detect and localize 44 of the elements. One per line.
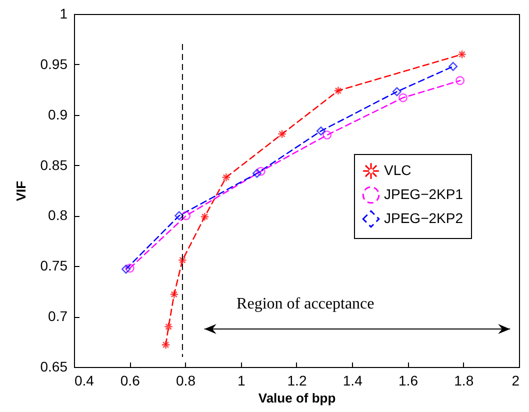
point (121, 264, 131, 274)
x-tick-label: 1.2 (287, 372, 307, 388)
y-tick-label: 0.95 (40, 56, 68, 72)
y-tick-label: 0.65 (40, 358, 68, 374)
legend-label: JPEG−2KP2 (384, 210, 464, 226)
point (316, 126, 326, 136)
point (334, 86, 343, 96)
annotation: Region of acceptance (236, 295, 374, 312)
point (398, 93, 408, 102)
x-tick-label: 2 (512, 372, 520, 388)
point (182, 211, 191, 220)
point (448, 62, 458, 71)
legend-label: VLC (384, 162, 412, 178)
x-axis-title: Value of bpp (258, 390, 336, 406)
point (174, 211, 184, 220)
legend-label: JPEG−2KP1 (384, 186, 464, 202)
y-tick-label: 0.75 (40, 258, 68, 274)
point (256, 166, 266, 176)
y-tick-label: 0.8 (48, 207, 68, 224)
point (222, 172, 231, 182)
x-tick-label: 1.4 (342, 372, 363, 388)
x-tick-label: 1 (237, 372, 246, 388)
point (392, 87, 402, 96)
point (457, 50, 467, 59)
y-tick-label: 1 (60, 6, 68, 22)
x-tick-label: 0.6 (120, 372, 140, 388)
point (278, 129, 287, 139)
point (252, 168, 262, 178)
x-tick-label: 1.8 (454, 372, 474, 388)
point (164, 322, 174, 332)
x-tick-label: 1.6 (398, 372, 418, 388)
y-tick-label: 0.9 (48, 106, 68, 122)
point (170, 290, 179, 299)
y-axis-title: VIF (13, 180, 28, 202)
point (178, 256, 187, 265)
point (322, 130, 332, 140)
x-tick-label: 0.4 (74, 372, 94, 388)
point (200, 212, 210, 222)
point (161, 340, 170, 350)
point (125, 264, 134, 273)
x-tick-label: 0.8 (176, 372, 196, 388)
y-tick-label: 0.7 (48, 308, 68, 324)
point (456, 76, 465, 86)
y-tick-label: 0.85 (40, 156, 68, 173)
